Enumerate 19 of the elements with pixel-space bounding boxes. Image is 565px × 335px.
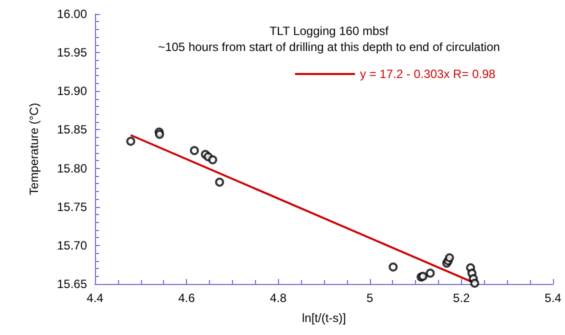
x-tick-label: 5.2: [453, 291, 470, 305]
text: ~105 hours from start of drilling at this depth to end of circulation: [158, 40, 500, 54]
y-tick-label: 16.00: [56, 7, 88, 21]
x-tick-label: 5: [366, 291, 374, 305]
x-tick-label: 4.6: [178, 291, 196, 305]
y-tick-label: 15.65: [56, 277, 88, 291]
y-tick-label: 15.70: [56, 238, 88, 252]
y-tick-label: 15.85: [56, 122, 88, 137]
text: TLT Logging 160 mbsf: [270, 24, 390, 38]
x-tick-label: 5.4: [544, 291, 562, 305]
y-tick-label: 15.95: [56, 46, 88, 60]
y-tick-label: 15.90: [56, 84, 88, 98]
x-tick-label: 4.4: [86, 291, 104, 305]
x-tick-label: 4.8: [270, 291, 287, 305]
legend-label: y = 17.2 - 0.303x R= 0.98: [360, 67, 496, 81]
x-axis-title: ln[t/(t-s)]: [302, 311, 346, 325]
y-tick-label: 15.75: [56, 200, 88, 214]
y-tick-label: 15.80: [56, 161, 88, 176]
y-axis-title: Temperature (°C): [27, 102, 41, 196]
